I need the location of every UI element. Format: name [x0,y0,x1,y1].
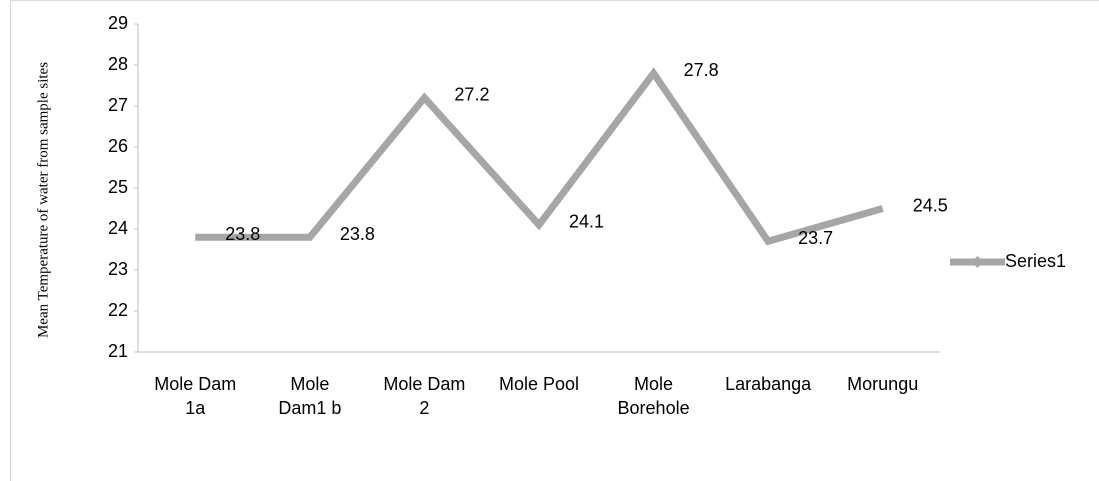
data-label: 27.2 [454,85,489,105]
y-tick-label: 29 [108,13,128,33]
series-line [195,67,884,246]
x-tick-label: Mole Dam 2 [383,374,466,418]
chart-border [10,0,1099,481]
y-tick-label: 22 [108,300,128,320]
x-tick-label: Mole Pool [498,374,580,394]
data-label: 23.7 [798,228,833,248]
data-label: 27.8 [684,60,719,80]
y-tick-label: 23 [108,259,128,279]
data-label: 23.8 [340,224,375,244]
y-tick-label: 25 [108,177,128,197]
x-tick-label: Mole Dam1 b [278,374,342,418]
data-label: 24.5 [913,195,948,215]
y-tick-label: 26 [108,136,128,156]
y-tick-label: 21 [108,341,128,361]
data-label: 23.8 [225,224,260,244]
x-tick-label: Mole Dam 1a [154,374,237,418]
data-label: 24.1 [569,212,604,232]
y-tick-label: 27 [108,95,128,115]
x-tick-label: Morungu [847,374,919,394]
y-tick-label: 24 [108,218,128,238]
y-tick-label: 28 [108,54,128,74]
legend-marker [971,256,984,268]
x-tick-label: Mole Borehole [617,374,690,418]
legend-label: Series1 [1005,251,1066,271]
x-tick-label: Larabanga [725,374,812,394]
y-axis-label: Mean Temperature of water from sample si… [35,62,51,338]
